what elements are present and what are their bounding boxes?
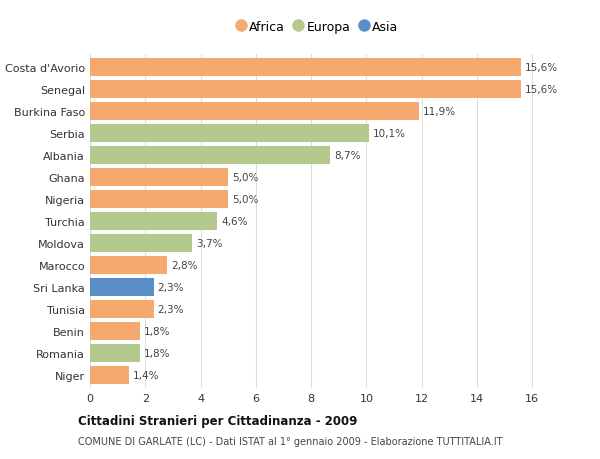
Text: 11,9%: 11,9% bbox=[423, 107, 456, 117]
Text: 1,4%: 1,4% bbox=[133, 370, 160, 380]
Bar bbox=[90, 81, 521, 99]
Bar bbox=[90, 103, 419, 121]
Text: 4,6%: 4,6% bbox=[221, 217, 248, 226]
Text: 10,1%: 10,1% bbox=[373, 129, 406, 139]
Text: 1,8%: 1,8% bbox=[144, 348, 170, 358]
Legend: Africa, Europa, Asia: Africa, Europa, Asia bbox=[238, 22, 398, 34]
Bar bbox=[90, 213, 217, 230]
Text: 15,6%: 15,6% bbox=[525, 63, 559, 73]
Bar bbox=[90, 169, 228, 187]
Bar bbox=[90, 190, 228, 208]
Text: 15,6%: 15,6% bbox=[525, 85, 559, 95]
Bar bbox=[90, 300, 154, 318]
Bar bbox=[90, 344, 140, 362]
Bar bbox=[90, 147, 331, 165]
Text: 5,0%: 5,0% bbox=[232, 173, 259, 183]
Bar bbox=[90, 125, 369, 143]
Text: 2,8%: 2,8% bbox=[172, 260, 198, 270]
Bar bbox=[90, 366, 128, 384]
Text: Cittadini Stranieri per Cittadinanza - 2009: Cittadini Stranieri per Cittadinanza - 2… bbox=[78, 414, 358, 428]
Text: 3,7%: 3,7% bbox=[196, 238, 223, 248]
Text: 1,8%: 1,8% bbox=[144, 326, 170, 336]
Bar bbox=[90, 235, 192, 252]
Text: COMUNE DI GARLATE (LC) - Dati ISTAT al 1° gennaio 2009 - Elaborazione TUTTITALIA: COMUNE DI GARLATE (LC) - Dati ISTAT al 1… bbox=[78, 437, 503, 446]
Text: 2,3%: 2,3% bbox=[158, 304, 184, 314]
Bar bbox=[90, 322, 140, 340]
Text: 5,0%: 5,0% bbox=[232, 195, 259, 205]
Text: 8,7%: 8,7% bbox=[335, 151, 361, 161]
Bar bbox=[90, 256, 167, 274]
Bar bbox=[90, 278, 154, 296]
Bar bbox=[90, 59, 521, 77]
Text: 2,3%: 2,3% bbox=[158, 282, 184, 292]
